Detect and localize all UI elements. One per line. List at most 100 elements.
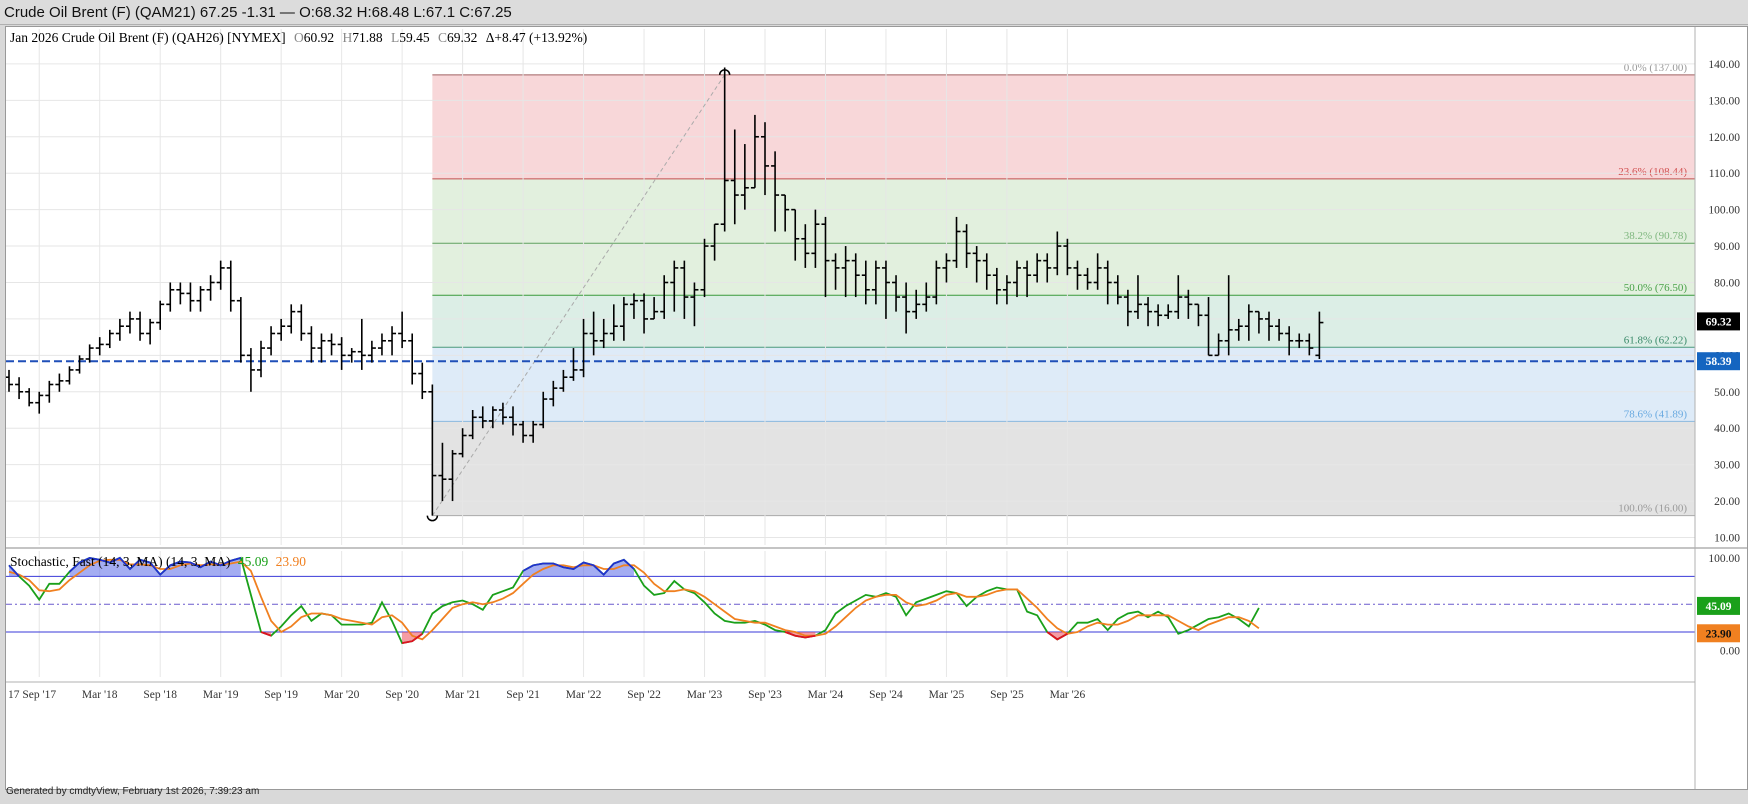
ohlc-bar <box>55 373 64 392</box>
ohlc-bar <box>629 293 638 319</box>
ohlc-bar <box>236 297 245 363</box>
ohlc-bar <box>216 260 225 290</box>
time-axis-tick-label: Sep '18 <box>143 689 177 701</box>
ohlc-bar <box>851 253 860 298</box>
ohlc-bar <box>277 318 286 341</box>
price-axis[interactable]: 10.0020.0030.0040.0050.0060.0070.0080.00… <box>1708 59 1740 545</box>
fib-zone <box>432 295 1695 348</box>
stochastic-axis[interactable]: 0.00 100.00 <box>1708 553 1740 658</box>
ohlc-bar <box>458 428 467 458</box>
fibonacci-retracement[interactable]: 0.0% (137.00) 23.6% (108.44) 38.2% (90.78)… <box>432 62 1695 517</box>
time-axis-tick-label: Mar '25 <box>929 689 965 701</box>
fib-zone <box>432 178 1695 244</box>
high-key: H <box>342 30 352 45</box>
ohlc-bar <box>65 366 74 385</box>
ohlc-bar <box>166 282 175 312</box>
stochastic-fills <box>9 557 1068 644</box>
ohlc-bar <box>448 450 457 502</box>
chart-frame: 0.0% (137.00) 23.6% (108.44) 38.2% (90.78)… <box>5 26 1748 790</box>
reference-price-tag-text: 58.39 <box>1706 356 1732 368</box>
stochastic-k-oversold-segment <box>784 631 816 639</box>
ohlc-bar <box>1254 310 1263 334</box>
ohlc-bar <box>1174 275 1183 319</box>
low-value: 59.45 <box>399 30 430 45</box>
stochastic-d-tag-box <box>1697 624 1740 643</box>
ohlc-bar <box>478 406 487 429</box>
fib-zone <box>432 347 1695 422</box>
fib-level-label: 100.0% (16.00) <box>1618 503 1687 515</box>
ohlc-bar <box>811 209 820 268</box>
ohlc-bar <box>1154 304 1163 327</box>
ohlc-bar <box>186 282 195 312</box>
ohlc-bar <box>1305 333 1314 356</box>
ohlc-bar <box>418 362 427 400</box>
stochastic-d-tag: 23.90 <box>1697 624 1740 643</box>
ohlc-bar <box>125 311 134 334</box>
time-axis[interactable]: 17 Sep '17 Mar '18 Sep '18 Mar '19 Sep '19 Mar… <box>8 689 1085 701</box>
ohlc-bar <box>287 304 296 334</box>
stochastic-axis-tick-label: 100.00 <box>1708 553 1740 565</box>
ohlc-bar <box>881 260 890 319</box>
last-price-tag-text: 69.32 <box>1706 316 1732 328</box>
ohlc-bar <box>377 333 386 356</box>
ohlc-bar <box>1013 260 1021 298</box>
close-key: C <box>438 30 447 45</box>
ohlc-bar <box>589 311 598 356</box>
main-grid <box>6 29 1695 545</box>
ohlc-bar <box>1033 253 1042 283</box>
ohlc-bar <box>1184 289 1193 319</box>
ohlc-bar <box>1315 311 1324 359</box>
ohlc-bar <box>75 355 84 374</box>
price-tags: 69.32 58.39 45.09 23.90 <box>1697 312 1740 643</box>
main-panel-symbol-label: Jan 2026 Crude Oil Brent (F) (QAH26) [NY… <box>10 30 286 45</box>
ohlc-bar <box>992 267 1001 305</box>
ohlc-bar <box>1295 333 1304 349</box>
ohlc-bar <box>307 326 316 363</box>
oversold-fill <box>1047 631 1068 640</box>
ohlc-bar <box>942 253 951 283</box>
ohlc-bar <box>105 329 114 349</box>
stochastic-k-oversold-segment <box>260 631 272 637</box>
ohlc-bar <box>25 388 34 407</box>
price-axis-tick-label: 10.00 <box>1714 533 1740 545</box>
stochastic-lines <box>8 556 1260 645</box>
ohlc-bar <box>720 67 729 232</box>
ohlc-bar <box>85 344 94 363</box>
time-axis-tick-label: 17 <box>8 689 20 701</box>
ohlc-bar <box>549 380 558 407</box>
ohlc-bar <box>670 260 679 312</box>
price-axis-tick-label: 90.00 <box>1714 241 1740 253</box>
ohlc-bar <box>1194 303 1203 327</box>
fib-anchor-low[interactable] <box>426 515 439 522</box>
price-axis-tick-label: 110.00 <box>1709 168 1740 180</box>
ohlc-bar <box>700 238 709 298</box>
stochastic-k-tag-text: 45.09 <box>1706 601 1732 613</box>
ohlc-bar <box>337 337 346 370</box>
fib-level-label: 38.2% (90.78) <box>1624 230 1688 242</box>
ohlc-bar <box>1002 275 1011 305</box>
ohlc-bar <box>1093 253 1102 290</box>
time-axis-tick-label: Sep '19 <box>264 689 298 701</box>
ohlc-bar <box>750 114 759 189</box>
high-value: 71.88 <box>352 30 383 45</box>
fib-level-label: 0.0% (137.00) <box>1624 62 1688 74</box>
ohlc-bar <box>609 304 618 341</box>
close-value: 69.32 <box>447 30 477 45</box>
ohlc-bar <box>680 260 689 319</box>
change-value: Δ+8.47 (+13.92%) <box>486 30 588 45</box>
ohlc-bar <box>650 297 659 320</box>
overbought-fill <box>69 557 241 577</box>
oversold-fill <box>402 631 423 644</box>
ohlc-bar <box>892 275 901 312</box>
ohlc-bar <box>45 380 54 403</box>
fib-level-label: 78.6% (41.89) <box>1624 408 1688 420</box>
ohlc-bar <box>1043 253 1052 283</box>
window-title: Crude Oil Brent (F) (QAM21) 67.25 -1.31 … <box>4 4 512 21</box>
open-key: O <box>294 30 304 45</box>
stochastic-k-overbought-segment <box>8 564 20 578</box>
ohlc-bar <box>488 406 497 429</box>
ohlc-bar <box>660 275 669 319</box>
ohlc-bar <box>136 311 145 341</box>
chart-canvas[interactable]: 0.0% (137.00) 23.6% (108.44) 38.2% (90.78)… <box>5 27 1747 789</box>
last-price-tag-box <box>1697 312 1740 331</box>
